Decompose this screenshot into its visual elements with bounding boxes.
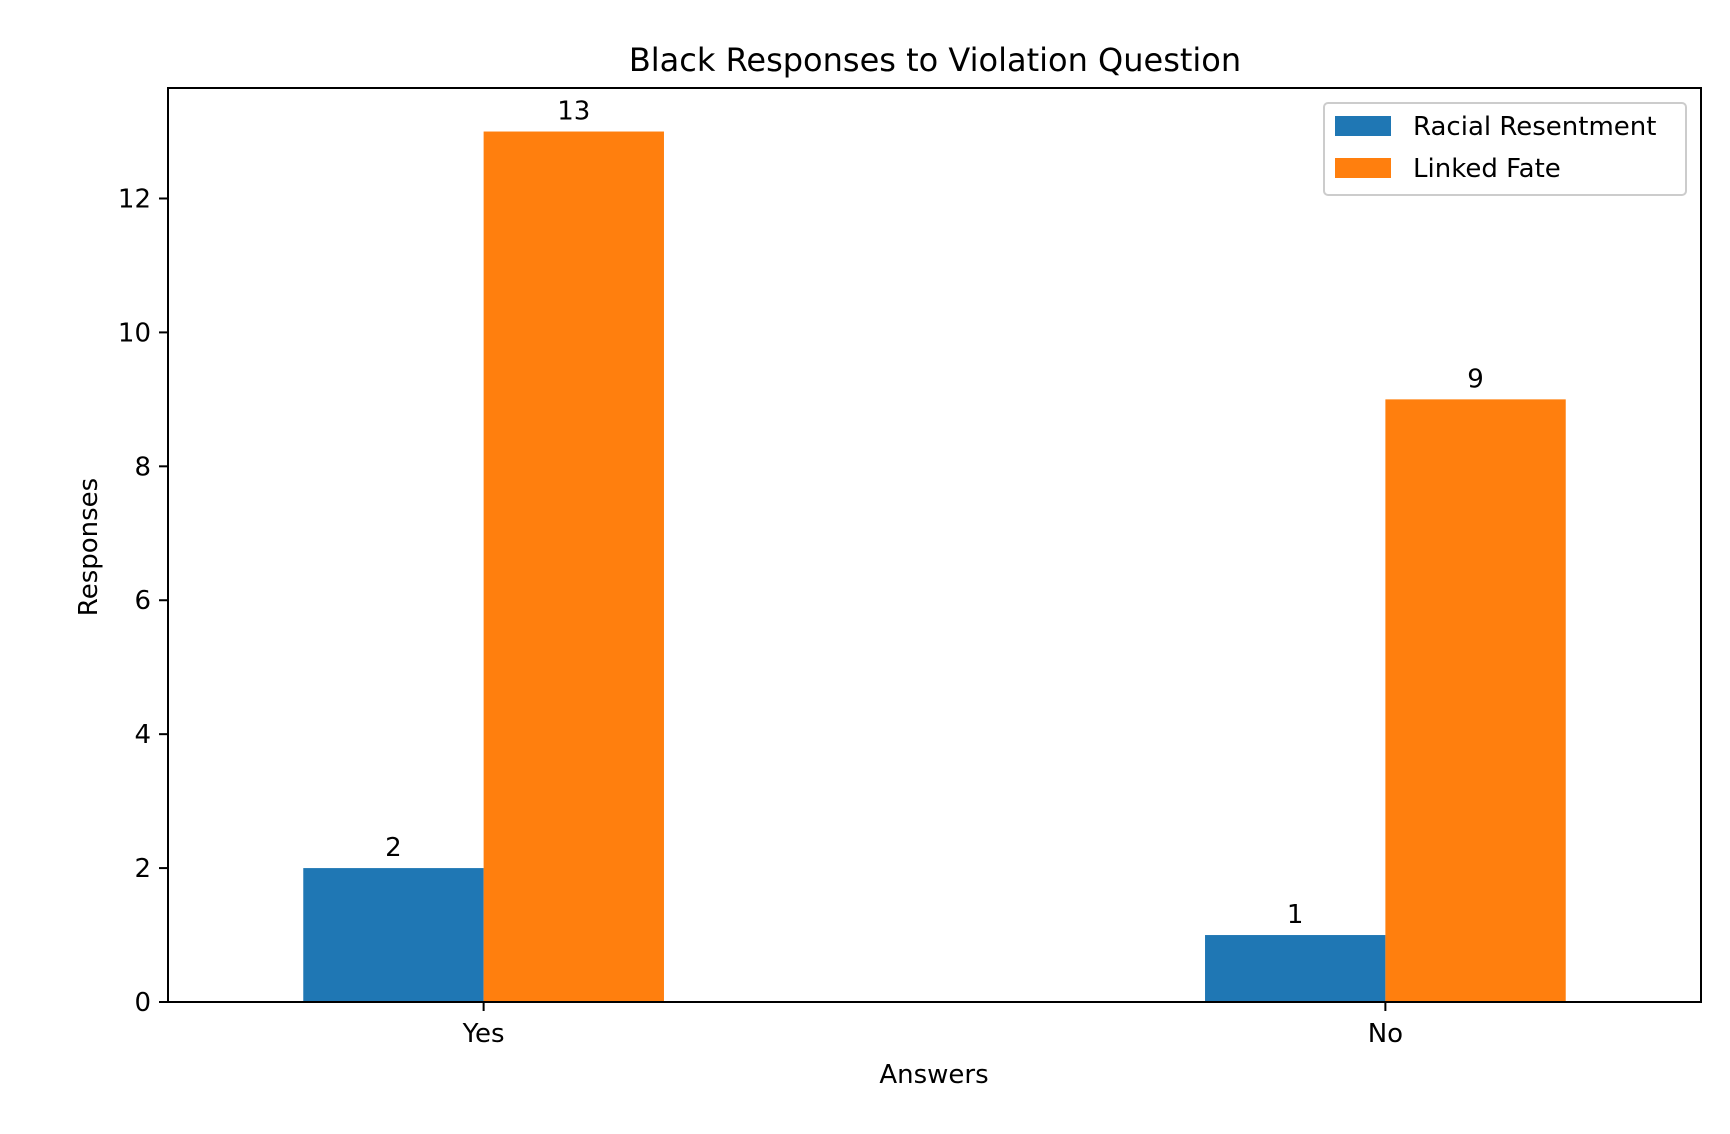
legend-box <box>1323 102 1687 196</box>
data-labels-layer: 2 1 13 9 <box>385 97 1484 931</box>
y-tick-label-12: 12 <box>118 184 151 214</box>
y-tick-label-4: 4 <box>134 720 151 750</box>
data-label-linked-fate-no: 9 <box>1467 364 1484 394</box>
legend-label-linked-fate: Linked Fate <box>1413 154 1561 184</box>
bar-linked-fate-yes <box>483 131 664 1002</box>
data-label-linked-fate-yes: 13 <box>557 97 590 127</box>
y-tick-label-10: 10 <box>118 318 151 348</box>
legend-swatch-racial-resentment <box>1335 116 1391 136</box>
y-axis-label: Responses <box>74 478 104 616</box>
data-label-racial-resentment-yes: 2 <box>385 833 402 863</box>
bar-racial-resentment-no <box>1205 935 1386 1002</box>
data-label-racial-resentment-no: 1 <box>1287 900 1304 930</box>
x-tick-label-yes: Yes <box>462 1019 505 1049</box>
legend-swatch-linked-fate <box>1335 158 1391 178</box>
x-axis-label: Answers <box>879 1060 988 1090</box>
legend-label-racial-resentment: Racial Resentment <box>1413 112 1656 142</box>
legend: Racial Resentment Linked Fate <box>1323 102 1687 196</box>
bar-linked-fate-no <box>1385 399 1566 1002</box>
bars-layer <box>303 131 1566 1002</box>
y-tick-label-8: 8 <box>134 452 151 482</box>
bar-racial-resentment-yes <box>303 868 484 1002</box>
x-axis: Yes No <box>462 1002 1403 1049</box>
y-tick-label-0: 0 <box>134 988 151 1018</box>
y-axis: 0 2 4 6 8 10 12 <box>118 184 168 1018</box>
plot-frame <box>167 87 1702 1003</box>
chart-title: Black Responses to Violation Question <box>629 41 1241 79</box>
y-tick-label-2: 2 <box>134 854 151 884</box>
x-tick-label-no: No <box>1368 1019 1403 1049</box>
y-tick-label-6: 6 <box>134 586 151 616</box>
